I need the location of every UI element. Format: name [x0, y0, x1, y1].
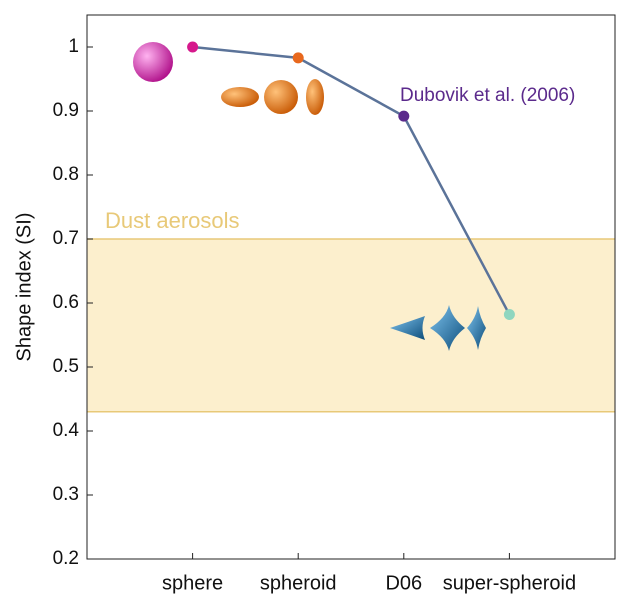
point — [292, 52, 304, 64]
y-tick-label: 1 — [68, 36, 79, 57]
y-tick-label: 0.6 — [53, 292, 79, 313]
shape-icons — [133, 42, 486, 351]
y-tick-label: 0.4 — [53, 420, 80, 441]
y-tick-label: 0.7 — [53, 228, 79, 249]
x-tick-label: spheroid — [260, 572, 337, 594]
point — [398, 110, 410, 122]
y-tick-label: 0.5 — [53, 356, 79, 377]
x-tick-label: super-spheroid — [443, 572, 576, 594]
y-tick-label: 0.8 — [53, 164, 79, 185]
point — [187, 41, 199, 53]
y-tick-label: 0.2 — [53, 548, 79, 569]
dust-band — [87, 239, 615, 412]
point — [503, 309, 515, 321]
y-axis-label: Shape index (SI) — [13, 213, 35, 362]
annotation: Dubovik et al. (2006) — [400, 85, 575, 106]
band-label: Dust aerosols — [105, 208, 240, 233]
x-tick-label: sphere — [162, 572, 223, 594]
x-tick-label: D06 — [385, 572, 422, 594]
line — [192, 45, 511, 316]
plot-frame — [86, 14, 616, 560]
y-tick-label: 0.3 — [53, 484, 79, 505]
y-tick-label: 0.9 — [53, 100, 79, 121]
